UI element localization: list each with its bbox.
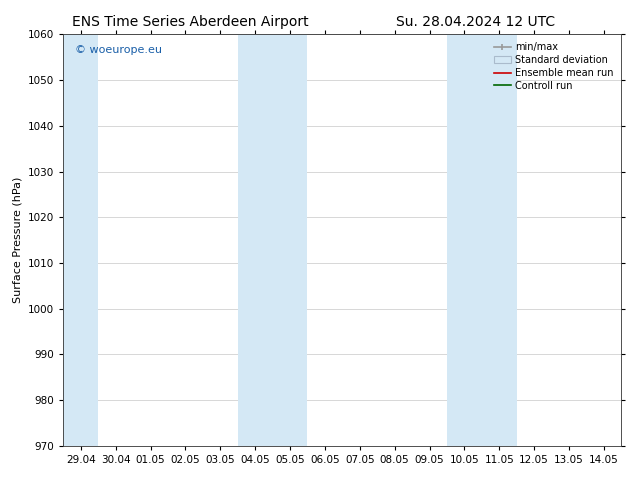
Text: ENS Time Series Aberdeen Airport: ENS Time Series Aberdeen Airport <box>72 15 309 29</box>
Bar <box>63 34 98 446</box>
Bar <box>238 34 307 446</box>
Text: © woeurope.eu: © woeurope.eu <box>75 45 162 54</box>
Text: Su. 28.04.2024 12 UTC: Su. 28.04.2024 12 UTC <box>396 15 555 29</box>
Bar <box>447 34 517 446</box>
Y-axis label: Surface Pressure (hPa): Surface Pressure (hPa) <box>13 177 23 303</box>
Legend: min/max, Standard deviation, Ensemble mean run, Controll run: min/max, Standard deviation, Ensemble me… <box>491 39 616 94</box>
